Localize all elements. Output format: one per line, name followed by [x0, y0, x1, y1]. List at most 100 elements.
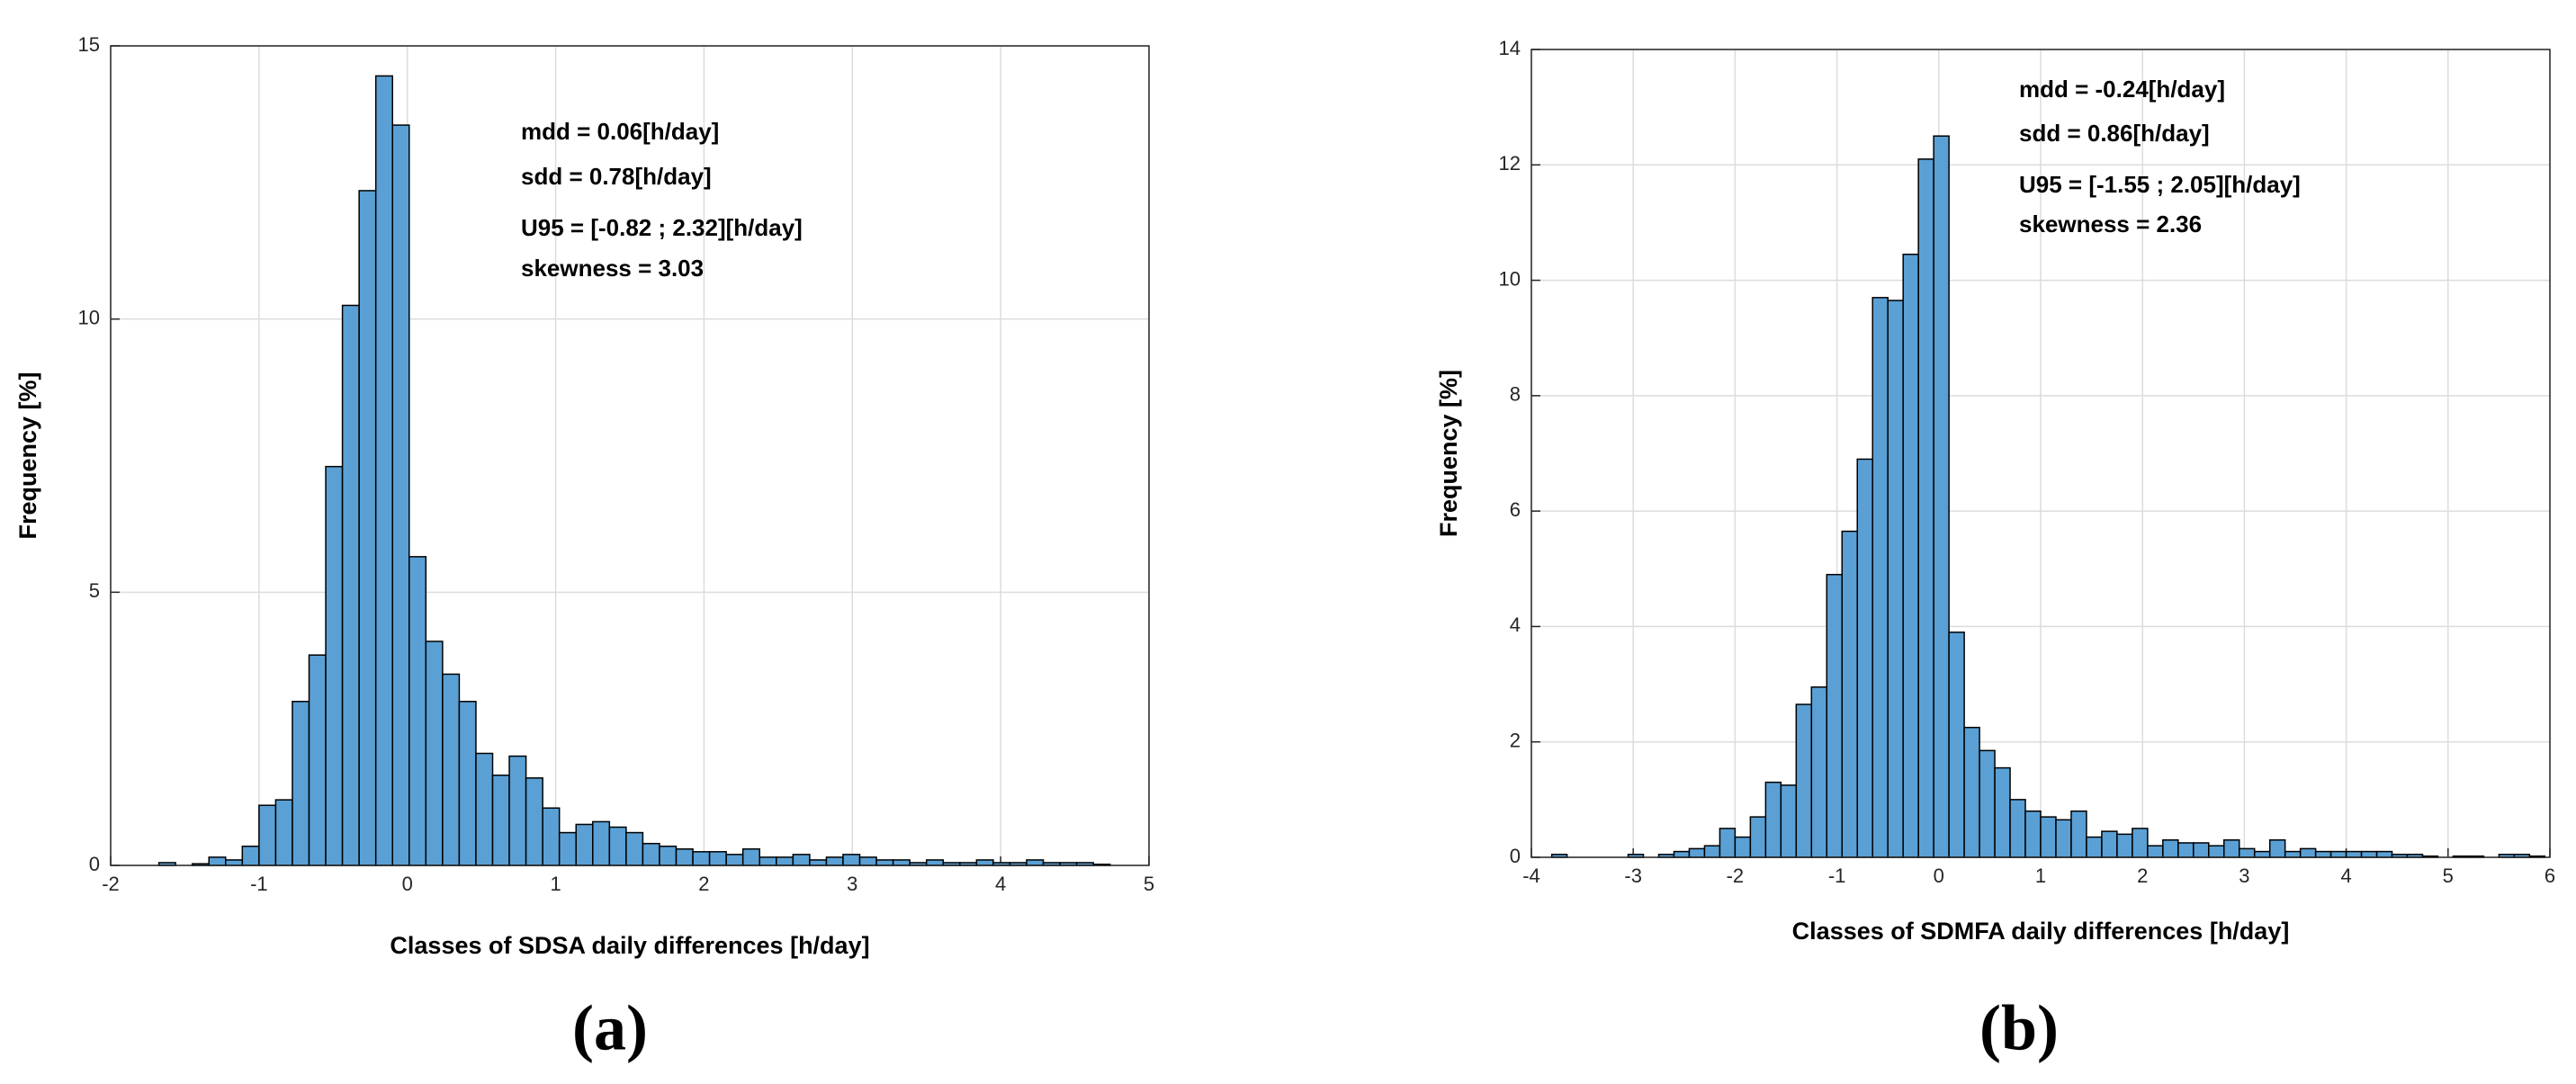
bar — [2223, 839, 2240, 858]
x-tick-label: 2 — [2137, 865, 2148, 887]
bar — [592, 820, 611, 866]
bar — [1734, 836, 1752, 858]
bar — [1933, 135, 1950, 858]
x-axis-label: Classes of SDSA daily differences [h/day… — [390, 932, 869, 959]
bar — [2070, 810, 2087, 858]
bar — [391, 124, 410, 866]
x-tick-label: 4 — [2340, 865, 2351, 887]
bar — [1764, 781, 1782, 858]
bar — [642, 842, 660, 866]
bar — [491, 775, 510, 866]
bar — [374, 75, 393, 866]
x-axis-label: Classes of SDMFA daily differences [h/da… — [1792, 918, 2290, 945]
bar — [1673, 850, 1691, 858]
bar — [725, 854, 744, 866]
bar — [2086, 836, 2103, 858]
x-tick-label: -1 — [1828, 865, 1846, 887]
bar — [2253, 850, 2271, 858]
x-tick-label: 0 — [1934, 865, 1944, 887]
annotation: U95 = [-0.82 ; 2.32][h/day] — [521, 214, 803, 241]
bar — [2299, 847, 2317, 858]
bar — [2314, 850, 2332, 858]
bar — [675, 848, 694, 866]
annotation: skewness = 3.03 — [521, 255, 704, 282]
y-tick-label: 5 — [89, 579, 100, 602]
bar — [2238, 847, 2256, 858]
x-tick-label: 5 — [1144, 873, 1154, 895]
bar — [2360, 850, 2378, 858]
bar — [475, 752, 494, 866]
bar — [2284, 850, 2302, 858]
bar — [1902, 253, 1919, 858]
x-tick-label: 3 — [2239, 865, 2249, 887]
bar — [875, 859, 894, 866]
bar — [2132, 828, 2149, 858]
bar — [1810, 686, 1828, 858]
bar — [325, 465, 344, 866]
y-tick-label: 8 — [1510, 383, 1521, 406]
panel-label: (a) — [572, 992, 648, 1064]
bar — [575, 823, 594, 866]
bar — [2177, 842, 2195, 858]
bar — [1917, 158, 1934, 858]
bar — [776, 856, 794, 866]
bar — [2375, 850, 2393, 858]
x-tick-label: 1 — [550, 873, 561, 895]
bar — [425, 641, 444, 866]
y-tick-label: 6 — [1510, 498, 1521, 521]
y-axis-label: Frequency [%] — [1435, 370, 1462, 537]
bar — [708, 851, 727, 866]
bar — [1841, 530, 1858, 858]
annotation: mdd = -0.24[h/day] — [2019, 76, 2225, 103]
bar — [2009, 799, 2026, 858]
bar — [292, 701, 310, 866]
x-tick-label: -2 — [102, 873, 120, 895]
bar — [741, 848, 760, 866]
bar — [2147, 845, 2164, 858]
y-tick-label: 2 — [1510, 730, 1521, 752]
annotation: sdd = 0.78[h/day] — [521, 163, 712, 190]
bar — [2329, 850, 2347, 858]
x-tick-label: 3 — [847, 873, 857, 895]
bar — [1948, 632, 1965, 858]
bar — [858, 856, 877, 866]
x-tick-label: 5 — [2443, 865, 2454, 887]
bar — [1795, 703, 1813, 858]
bar — [2024, 810, 2042, 858]
bar — [258, 804, 277, 866]
panel-label: (b) — [1979, 992, 2059, 1064]
bar — [308, 654, 327, 866]
bar — [809, 859, 828, 866]
bar — [2268, 839, 2286, 858]
bar — [792, 854, 811, 866]
annotation: mdd = 0.06[h/day] — [521, 118, 719, 145]
bar — [542, 807, 561, 866]
bar — [208, 856, 227, 866]
bar — [758, 856, 777, 866]
bar — [825, 856, 844, 866]
annotation: U95 = [-1.55 ; 2.05][h/day] — [2019, 171, 2301, 198]
bar — [1703, 845, 1721, 858]
y-tick-label: 15 — [78, 33, 100, 56]
y-tick-label: 14 — [1499, 37, 1521, 59]
x-tick-label: -2 — [1727, 865, 1745, 887]
bar — [1856, 458, 1873, 858]
bar — [525, 777, 543, 866]
bar — [1963, 726, 1980, 858]
y-tick-label: 0 — [1510, 845, 1521, 867]
x-tick-label: 0 — [402, 873, 413, 895]
bar — [274, 799, 293, 866]
bar — [608, 826, 627, 866]
bar — [1026, 859, 1045, 866]
bar — [341, 304, 360, 866]
x-tick-label: -4 — [1522, 865, 1540, 887]
bar — [1887, 300, 1904, 858]
bar — [2055, 819, 2072, 858]
bar — [2162, 839, 2179, 858]
y-tick-label: 10 — [78, 306, 100, 328]
x-tick-label: 1 — [2035, 865, 2046, 887]
bar — [225, 859, 244, 866]
bar — [442, 673, 461, 866]
y-tick-label: 4 — [1510, 614, 1521, 636]
